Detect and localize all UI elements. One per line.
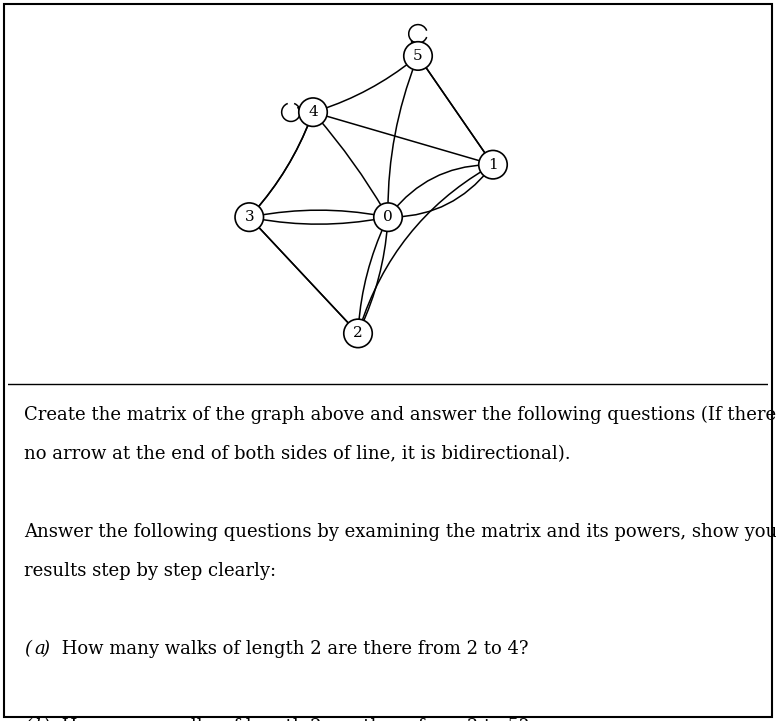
Circle shape [479, 151, 508, 179]
Text: 1: 1 [488, 158, 498, 172]
Text: (: ( [25, 640, 32, 658]
Circle shape [374, 203, 402, 231]
Text: a: a [34, 640, 45, 658]
Text: How many walks of length 2 are there from 2 to 4?: How many walks of length 2 are there fro… [57, 640, 529, 658]
Circle shape [404, 42, 432, 70]
Text: 0: 0 [383, 210, 393, 224]
Circle shape [344, 319, 372, 348]
Text: Create the matrix of the graph above and answer the following questions (If ther: Create the matrix of the graph above and… [25, 406, 776, 424]
Text: 4: 4 [308, 105, 318, 119]
Circle shape [235, 203, 264, 231]
Circle shape [299, 98, 327, 126]
Text: 5: 5 [413, 49, 423, 63]
Text: b: b [34, 717, 46, 721]
Text: How many walks of length 2 are there from 3 to 5?: How many walks of length 2 are there fro… [57, 717, 529, 721]
Text: Answer the following questions by examining the matrix and its powers, show your: Answer the following questions by examin… [25, 523, 776, 541]
Text: results step by step clearly:: results step by step clearly: [25, 562, 276, 580]
Text: no arrow at the end of both sides of line, it is bidirectional).: no arrow at the end of both sides of lin… [25, 445, 571, 463]
Text: (: ( [25, 717, 32, 721]
Text: ): ) [43, 640, 50, 658]
Text: ): ) [43, 717, 50, 721]
Text: 3: 3 [244, 210, 254, 224]
Text: 2: 2 [353, 327, 363, 340]
